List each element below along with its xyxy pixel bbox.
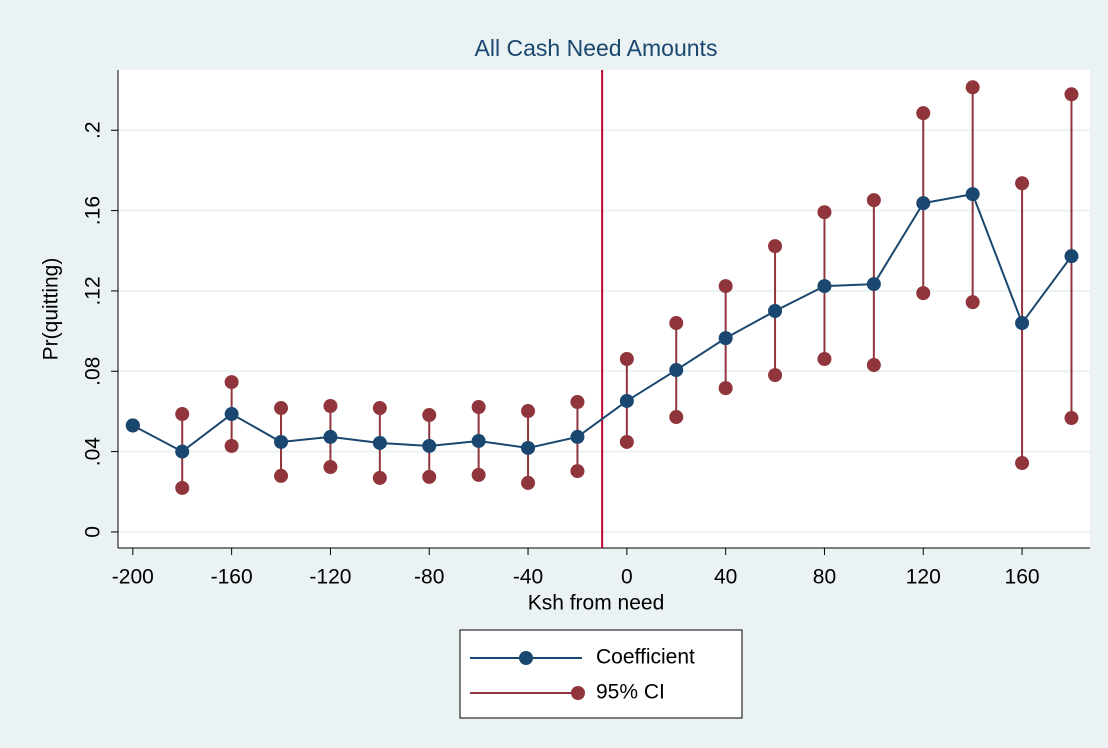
coefficient-point bbox=[718, 331, 733, 346]
y-tick-label: .16 bbox=[82, 196, 105, 225]
ci-lower bbox=[224, 438, 239, 453]
coefficient-point bbox=[125, 418, 140, 433]
coefficient-point bbox=[175, 444, 190, 459]
coefficient-point bbox=[1064, 249, 1079, 264]
ci-lower bbox=[372, 470, 387, 485]
coefficient-point bbox=[471, 433, 486, 448]
y-axis-label: Pr(quitting) bbox=[40, 258, 63, 361]
ci-upper bbox=[866, 193, 881, 208]
x-tick-label: -80 bbox=[414, 566, 444, 589]
ci-lower bbox=[1064, 411, 1079, 426]
ci-lower bbox=[422, 469, 437, 484]
y-tick-label: .12 bbox=[82, 276, 105, 305]
legend-marker bbox=[571, 686, 585, 700]
ci-lower bbox=[866, 358, 881, 373]
coefficient-point bbox=[323, 429, 338, 444]
ci-lower bbox=[669, 410, 684, 425]
x-tick-label: -120 bbox=[309, 566, 351, 589]
x-tick-label: 120 bbox=[906, 566, 941, 589]
ci-lower bbox=[175, 480, 190, 495]
ci-upper bbox=[718, 279, 733, 294]
x-tick-label: -40 bbox=[513, 566, 543, 589]
coefficient-point bbox=[866, 277, 881, 292]
ci-lower bbox=[471, 467, 486, 482]
coefficient-point bbox=[372, 435, 387, 450]
y-tick-label: .08 bbox=[82, 357, 105, 386]
coefficient-point bbox=[570, 429, 585, 444]
ci-upper bbox=[372, 401, 387, 416]
legend-label: 95% CI bbox=[596, 681, 665, 704]
ci-upper bbox=[1064, 87, 1079, 102]
ci-lower bbox=[916, 286, 931, 301]
x-tick-label: -160 bbox=[211, 566, 253, 589]
legend bbox=[459, 629, 743, 719]
x-tick-label: 0 bbox=[621, 566, 633, 589]
ci-upper bbox=[669, 316, 684, 331]
ci-lower bbox=[323, 460, 338, 475]
ci-lower bbox=[817, 352, 832, 367]
legend-marker bbox=[519, 651, 533, 665]
ci-lower bbox=[274, 468, 289, 483]
coefficient-point bbox=[422, 438, 437, 453]
y-tick-label: .2 bbox=[82, 121, 105, 139]
ci-upper bbox=[422, 408, 437, 423]
coefficient-point bbox=[274, 434, 289, 449]
plot-area bbox=[118, 70, 1090, 548]
ci-upper bbox=[1015, 176, 1030, 191]
ci-lower bbox=[718, 381, 733, 396]
coefficient-point bbox=[669, 363, 684, 378]
x-tick-label: -200 bbox=[112, 566, 154, 589]
x-tick-label: 160 bbox=[1005, 566, 1040, 589]
ci-upper bbox=[471, 400, 486, 415]
coefficient-point bbox=[817, 279, 832, 294]
y-tick-label: 0 bbox=[82, 526, 105, 538]
y-tick-label: .04 bbox=[82, 437, 105, 467]
ci-lower bbox=[1015, 456, 1030, 471]
coefficient-point bbox=[965, 187, 980, 202]
ci-upper bbox=[570, 394, 585, 409]
x-tick-label: 40 bbox=[714, 566, 737, 589]
chart-title: All Cash Need Amounts bbox=[475, 35, 718, 61]
ci-upper bbox=[521, 404, 536, 419]
coefficient-point bbox=[224, 407, 239, 422]
coefficient-point bbox=[916, 196, 931, 211]
coefficient-point bbox=[619, 393, 634, 408]
ci-upper bbox=[323, 399, 338, 414]
ci-upper bbox=[965, 80, 980, 95]
ci-upper bbox=[768, 239, 783, 254]
coefficient-point bbox=[521, 440, 536, 455]
ci-lower bbox=[619, 434, 634, 449]
coefficient-line bbox=[132, 192, 1073, 453]
coefficient-point bbox=[768, 304, 783, 319]
x-axis-label: Ksh from need bbox=[528, 592, 665, 615]
ci-lower bbox=[965, 295, 980, 310]
coefficient-point bbox=[1015, 316, 1030, 331]
ci-upper bbox=[619, 352, 634, 367]
ci-upper bbox=[916, 106, 931, 121]
ci-upper bbox=[817, 205, 832, 220]
ci-upper bbox=[274, 401, 289, 416]
x-tick-label: 80 bbox=[813, 566, 836, 589]
ci-lower bbox=[521, 475, 536, 490]
ci-lower bbox=[570, 464, 585, 479]
ci-upper bbox=[175, 407, 190, 422]
legend-label: Coefficient bbox=[596, 646, 695, 669]
ci-lower bbox=[768, 368, 783, 383]
ci-upper bbox=[224, 375, 239, 390]
